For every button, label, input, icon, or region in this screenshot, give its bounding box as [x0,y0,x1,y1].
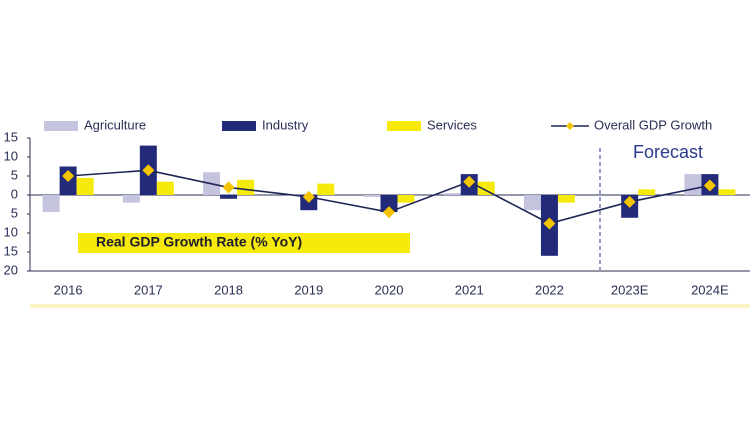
y-tick-label: 15 [4,243,18,258]
bar [397,195,415,203]
marker [463,175,476,188]
marker [383,206,395,219]
y-tick-label: 10 [4,224,18,239]
bar [523,195,541,211]
marker [543,217,556,230]
marker [302,190,315,203]
x-tick-label: 2022 [535,282,564,297]
x-tick-label: 2021 [455,282,484,297]
chart-label: Real GDP Growth Rate (% YoY) [96,234,302,250]
bar [122,195,140,203]
marker [142,164,155,177]
bar [237,179,255,195]
x-tick-label: 2018 [214,282,243,297]
y-tick-label: 10 [4,148,18,163]
y-tick-label: 5 [11,167,18,182]
legend-swatch [387,121,421,131]
legend-marker [566,122,574,130]
marker [623,195,636,208]
bar [156,181,174,195]
legend-label: Industry [262,117,309,132]
bar [443,193,461,195]
legend-swatch [44,121,78,131]
forecast-label: Forecast [633,142,703,162]
label-box [78,233,410,253]
legend-label: Services [427,117,477,132]
bar [380,195,398,213]
legend-swatch [222,121,256,131]
bar [557,195,575,203]
legend-label: Agriculture [84,117,146,132]
bar [220,195,238,199]
x-tick-label: 2020 [375,282,404,297]
x-tick-label: 2016 [54,282,83,297]
legend-label: Overall GDP Growth [594,117,712,132]
bar [684,174,702,195]
x-tick-label: 2023E [611,282,649,297]
bar [477,181,495,195]
bar [76,177,94,195]
bar [638,189,656,195]
x-tick-label: 2019 [294,282,323,297]
bar [42,195,60,213]
x-tick-label: 2024E [691,282,729,297]
bar [718,189,736,195]
y-tick-label: 0 [11,186,18,201]
marker [62,170,75,182]
bar [363,195,381,197]
bar [317,183,335,195]
y-tick-label: 15 [4,129,18,144]
marker [703,179,716,192]
x-tick-label: 2017 [134,282,163,297]
y-tick-label: 5 [11,205,18,220]
marker [222,181,235,194]
y-tick-label: 20 [4,262,18,277]
